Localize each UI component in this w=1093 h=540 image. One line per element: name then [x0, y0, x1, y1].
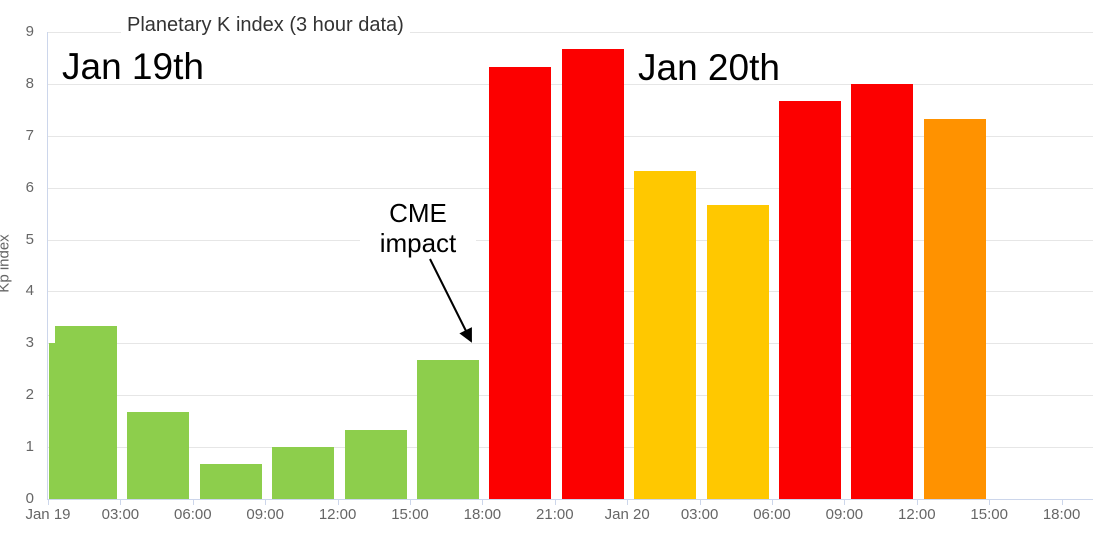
x-axis-tick [916, 499, 918, 505]
kp-bar[interactable] [561, 49, 624, 499]
x-axis-tick-label: 15:00 [970, 506, 1008, 523]
kp-bar[interactable] [851, 83, 914, 499]
x-axis-tick-label: 12:00 [898, 506, 936, 523]
x-axis-tick-label: 03:00 [680, 506, 719, 523]
kp-bar[interactable] [199, 464, 262, 499]
x-axis-tick-label: 06:00 [753, 506, 791, 523]
x-axis-tick [1061, 499, 1063, 505]
kp-bar[interactable] [417, 360, 479, 499]
y-axis-tick-label: 0 [25, 490, 34, 507]
cme-impact-label-line2: impact [379, 228, 457, 258]
x-axis-tick [410, 499, 411, 505]
gridline [47, 32, 1093, 34]
cme-arrow [429, 258, 472, 343]
kp-bar[interactable] [634, 170, 697, 499]
x-axis-tick [482, 499, 484, 505]
y-axis-tick-label: 8 [25, 74, 34, 92]
y-axis-title: Kp index [0, 234, 13, 293]
x-axis-tick-label: 15:00 [391, 506, 429, 523]
x-axis-tick-label: Jan 19 [25, 506, 71, 523]
y-axis-tick-label: 3 [25, 334, 34, 352]
x-axis-tick-label: Jan 20 [604, 506, 650, 523]
x-axis-tick-label: 09:00 [825, 506, 864, 523]
y-axis-tick-label: 6 [25, 178, 34, 196]
annotation-jan-20: Jan 20th [638, 47, 780, 88]
x-axis-tick-label: 03:00 [101, 506, 140, 523]
x-axis-tick [627, 499, 629, 505]
chart-title: Planetary K index (3 hour data) [121, 14, 410, 39]
kp-bar[interactable] [272, 447, 335, 499]
y-axis-tick-label: 4 [25, 282, 34, 300]
x-axis-tick-label: 12:00 [318, 506, 357, 523]
x-axis-tick [48, 499, 49, 505]
y-axis-tick-label: 5 [25, 230, 34, 248]
x-axis-tick [699, 499, 701, 505]
y-axis-tick-label: 2 [25, 386, 34, 404]
annotation-jan-19: Jan 19th [62, 46, 204, 87]
annotation-cme-impact: CME impact [360, 198, 476, 258]
x-axis-line [47, 499, 1093, 500]
x-axis-tick [989, 499, 991, 505]
y-axis-tick-label: 1 [25, 438, 34, 456]
x-axis-tick-label: 09:00 [246, 506, 284, 523]
kp-bar-partial[interactable] [48, 343, 56, 499]
cme-impact-label-line1: CME [389, 198, 447, 228]
x-axis-tick [337, 499, 339, 505]
x-axis-tick-label: 06:00 [174, 506, 212, 523]
x-axis-tick [265, 499, 267, 505]
x-axis-tick-label: 18:00 [463, 506, 502, 523]
x-axis-tick [192, 499, 194, 505]
y-axis-line [47, 32, 48, 499]
x-axis-tick [772, 499, 773, 505]
kp-bar[interactable] [344, 430, 407, 499]
kp-bar[interactable] [923, 118, 986, 499]
x-axis-tick-label: 18:00 [1042, 506, 1081, 523]
kp-bar[interactable] [706, 204, 769, 499]
x-axis-tick-label: 21:00 [536, 506, 574, 523]
kp-bar[interactable] [55, 326, 117, 499]
kp-bar[interactable] [779, 101, 841, 499]
x-axis-tick [120, 499, 122, 505]
x-axis-tick [844, 499, 846, 505]
x-axis-tick [554, 499, 556, 505]
kp-bar[interactable] [127, 412, 190, 499]
kp-bar[interactable] [489, 66, 552, 499]
y-axis-tick-label: 7 [25, 126, 34, 144]
y-axis-tick-label: 9 [25, 23, 34, 41]
